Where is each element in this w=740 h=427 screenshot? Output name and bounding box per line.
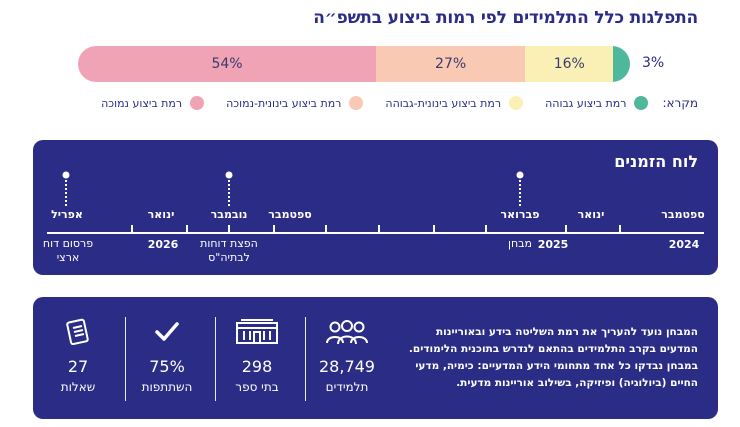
timeline-pin-exam	[519, 176, 521, 206]
timeline-year-2026: 2026	[147, 238, 179, 251]
students-icon	[307, 317, 387, 347]
timeline-month-jan-2026: ינואר	[147, 208, 175, 221]
stats-panel: המבחן נועד להעריך את רמת השליטה בידע ובא…	[33, 297, 718, 419]
legend-label-mid-high: רמת ביצוע בינונית-גבוהה	[385, 96, 502, 110]
legend-title: מקרא:	[662, 96, 698, 110]
timeline-tick	[619, 225, 621, 234]
timeline-tick	[325, 225, 327, 234]
timeline-pin-dot-reports	[225, 171, 233, 179]
bar-label-low: 54%	[211, 56, 243, 72]
legend-label-low: רמת ביצוע נמוכה	[101, 96, 183, 110]
exam-description: המבחן נועד להעריך את רמת השליטה בידע ובא…	[408, 326, 698, 389]
timeline-year-2025: 2025	[537, 238, 569, 251]
stat-questions-value: 27	[67, 357, 89, 376]
timeline-event-reports: הפצת דוחות לבתיה"ס	[200, 237, 258, 264]
legend-item-mid-low: רמת ביצוע בינונית-נמוכה	[226, 96, 364, 110]
timeline-month-feb-2025: פברואר	[500, 208, 540, 221]
stat-divider	[215, 317, 216, 401]
timeline-month-apr-2026: אפריל	[51, 208, 83, 221]
timeline-event-national: פרסום דוח ארצי	[42, 237, 94, 264]
timeline-pin-national	[65, 176, 67, 206]
timeline-tick	[565, 225, 567, 234]
timeline-panel: לוח הזמנים ספטמבר ינואר פברואר ספטמבר נו…	[33, 140, 718, 275]
legend-item-high: רמת ביצוע גבוהה	[545, 96, 649, 110]
legend-label-mid-low: רמת ביצוע בינונית-נמוכה	[226, 96, 342, 110]
bar-segment-mid-high: 16%	[525, 46, 614, 82]
timeline-pin-dot-national	[62, 171, 70, 179]
school-icon	[217, 317, 297, 347]
stat-divider	[305, 317, 306, 401]
timeline-title: לוח הזמנים	[614, 152, 698, 171]
timeline-event-exam: מבחן	[507, 237, 532, 250]
timeline-tick	[186, 225, 188, 234]
legend-swatch-mid-low	[349, 96, 364, 110]
timeline-pin-reports	[228, 176, 230, 206]
bar-segment-mid-low: 27%	[376, 46, 526, 82]
legend: מקרא: רמת ביצוע גבוהה רמת ביצוע בינונית-…	[101, 96, 698, 110]
timeline-tick	[485, 225, 487, 234]
timeline-axis	[47, 232, 704, 234]
legend-swatch-mid-high	[509, 96, 524, 110]
stat-participation: 75% השתתפות	[127, 317, 207, 394]
timeline-month-sep-2024: ספטמבר	[661, 208, 705, 221]
timeline-tick	[228, 225, 230, 234]
stat-participation-label: השתתפות	[141, 380, 193, 394]
timeline-month-nov-2025: נובמבר	[210, 208, 248, 221]
bar-label-mid-high: 16%	[553, 56, 585, 72]
distribution-bar: 54% 27% 16%	[78, 46, 630, 82]
stat-students-value: 28,749	[319, 357, 375, 376]
timeline-year-2024: 2024	[668, 238, 700, 251]
stat-schools: 298 בתי ספר	[217, 317, 297, 394]
stat-questions-label: שאלות	[60, 380, 96, 394]
bar-label-mid-low: 27%	[435, 56, 467, 72]
legend-swatch-low	[190, 96, 205, 110]
legend-item-low: רמת ביצוע נמוכה	[101, 96, 205, 110]
timeline-tick	[131, 225, 133, 234]
checkmark-icon	[127, 317, 207, 347]
stat-schools-value: 298	[241, 357, 273, 376]
timeline-pin-dot-exam	[516, 171, 524, 179]
bar-label-high: 3%	[642, 55, 665, 71]
questions-icon	[38, 317, 118, 347]
timeline-month-sep-2025: ספטמבר	[268, 208, 312, 221]
timeline-tick	[273, 225, 275, 234]
timeline-tick	[433, 225, 435, 234]
bar-segment-low: 54%	[78, 46, 377, 82]
bar-segment-high	[613, 46, 630, 82]
stat-questions: 27 שאלות	[38, 317, 118, 394]
stat-participation-value: 75%	[149, 357, 185, 376]
stat-students: 28,749 תלמידים	[307, 317, 387, 394]
legend-item-mid-high: רמת ביצוע בינונית-גבוהה	[385, 96, 524, 110]
page-title: התפלגות כלל התלמידים לפי רמות ביצוע בתשפ…	[313, 8, 698, 28]
timeline-tick	[378, 225, 380, 234]
stat-schools-label: בתי ספר	[235, 380, 279, 394]
stat-divider	[125, 317, 126, 401]
timeline-month-jan-2025: ינואר	[577, 208, 605, 221]
stat-students-label: תלמידים	[325, 380, 369, 394]
legend-label-high: רמת ביצוע גבוהה	[545, 96, 627, 110]
legend-swatch-high	[634, 96, 649, 110]
